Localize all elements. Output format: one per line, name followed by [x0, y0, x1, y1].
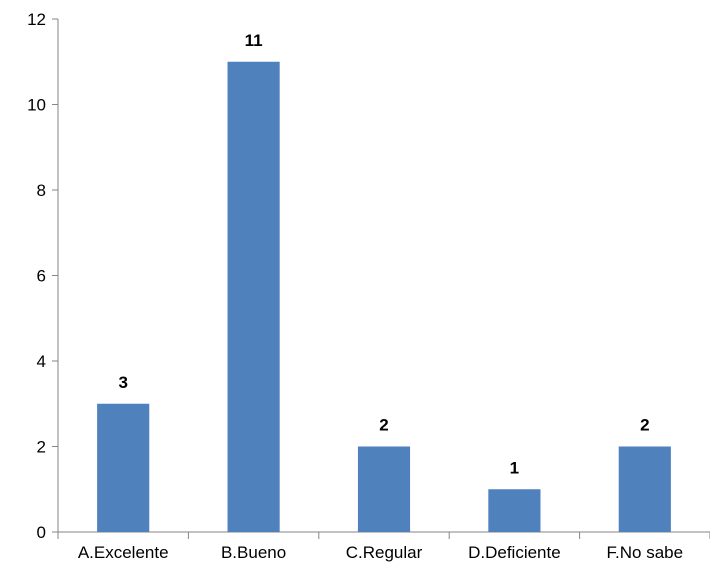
y-tick-label: 10	[27, 96, 46, 115]
bar-5	[618, 446, 671, 532]
y-tick-label: 4	[37, 352, 46, 371]
category-label: B.Bueno	[221, 543, 286, 562]
category-label: A.Excelente	[78, 543, 169, 562]
data-label: 2	[379, 416, 388, 435]
y-tick-label: 8	[37, 181, 46, 200]
category-label: D.Deficiente	[468, 543, 561, 562]
y-tick-label: 6	[37, 267, 46, 286]
y-tick-label: 12	[27, 10, 46, 29]
data-label: 2	[640, 416, 649, 435]
bar-2	[227, 61, 280, 532]
category-label: F.No sabe	[607, 543, 684, 562]
bar-4	[488, 489, 541, 532]
data-label: 1	[510, 458, 519, 477]
category-label: C.Regular	[346, 543, 423, 562]
bars	[97, 61, 671, 532]
y-tick-label: 0	[37, 523, 46, 542]
bar-3	[357, 446, 411, 532]
data-label: 3	[118, 373, 127, 392]
y-tick-label: 2	[37, 438, 46, 457]
bar-1	[97, 403, 150, 532]
axes	[52, 18, 710, 539]
data-label: 11	[245, 31, 263, 50]
labels: 0246810123A.Excelente11B.Bueno2C.Regular…	[27, 10, 683, 562]
